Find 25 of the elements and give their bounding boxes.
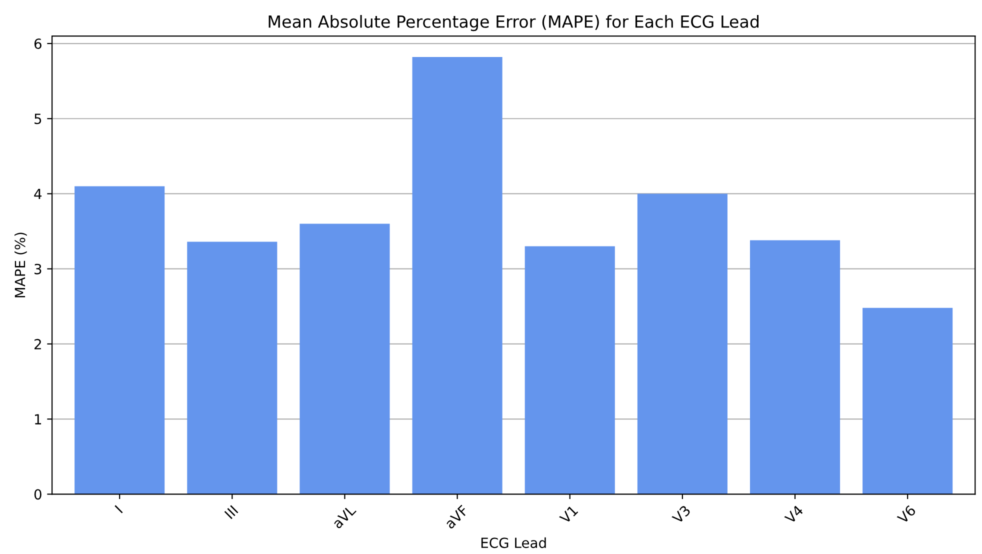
y-tick-label: 6 bbox=[34, 38, 42, 49]
bar bbox=[862, 308, 953, 494]
x-tick-label: I bbox=[114, 505, 123, 514]
chart-title: Mean Absolute Percentage Error (MAPE) for Each ECG Lead bbox=[268, 15, 759, 32]
x-axis-title: ECG Lead bbox=[481, 537, 546, 548]
y-axis-title: MAPE (%) bbox=[14, 232, 27, 298]
x-tick-label: V4 bbox=[784, 504, 804, 524]
y-tick-label: 4 bbox=[34, 188, 42, 200]
bar bbox=[412, 57, 502, 494]
x-tick-label: V3 bbox=[671, 504, 691, 524]
bar bbox=[300, 224, 390, 494]
bar bbox=[524, 246, 615, 494]
bar bbox=[637, 194, 728, 494]
x-tick-label: V6 bbox=[896, 504, 916, 524]
y-tick-label: 2 bbox=[34, 338, 41, 350]
y-tick-label: 3 bbox=[34, 264, 42, 274]
y-tick-label: 1 bbox=[35, 414, 42, 424]
x-tick-label: III bbox=[224, 505, 238, 520]
y-tick-label: 0 bbox=[34, 489, 42, 500]
x-tick-label: aVL bbox=[332, 504, 357, 530]
bar bbox=[750, 240, 840, 494]
y-tick-label: 5 bbox=[34, 114, 42, 124]
bar bbox=[187, 242, 278, 494]
bar bbox=[74, 186, 165, 494]
x-tick-label: V1 bbox=[559, 505, 578, 524]
